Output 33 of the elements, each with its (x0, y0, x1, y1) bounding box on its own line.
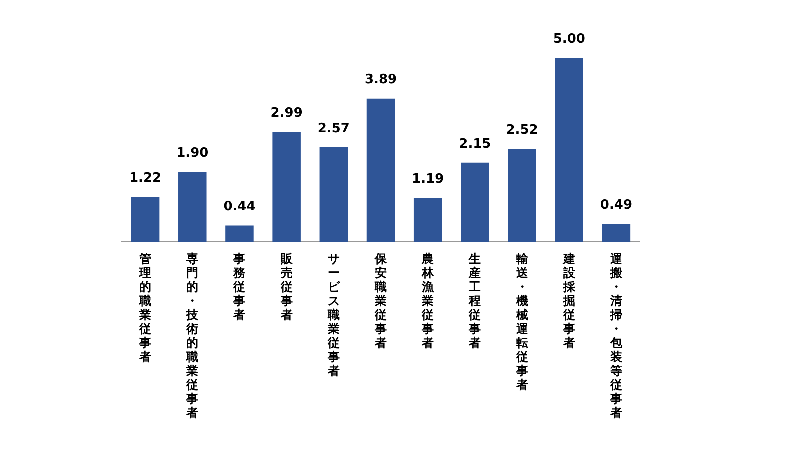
data-label: 5.00 (553, 32, 586, 47)
x-tick-label: 事務従事者 (234, 252, 246, 322)
data-label: 0.44 (224, 200, 256, 215)
data-label: 2.57 (318, 121, 350, 136)
x-tick-label: 農林漁業従事者 (422, 252, 434, 350)
bar (272, 132, 301, 242)
data-label: 2.15 (459, 136, 492, 152)
bar (414, 198, 442, 242)
bar (461, 162, 490, 242)
category-label: サービス職業従事者 (328, 252, 340, 378)
category-label: 輸送・機械運転従事者 (516, 252, 528, 392)
data-label: 3.89 (364, 72, 398, 88)
data-label: 1.90 (176, 146, 209, 161)
bar (178, 172, 207, 242)
x-tick-label: 管理的職業従事者 (140, 252, 152, 364)
category-label: 運搬・清掃・包装等従事者 (610, 252, 622, 420)
x-tick-label: 建設採掘従事者 (563, 252, 576, 350)
bar (320, 147, 348, 242)
x-tick-label: 販売従事者 (280, 252, 293, 322)
data-label: 2.99 (270, 106, 303, 121)
bar (508, 149, 536, 242)
bar (131, 197, 160, 242)
data-label: 1.22 (130, 170, 162, 186)
bar (366, 98, 396, 242)
data-label: 2.52 (506, 123, 538, 138)
data-label: 1.19 (412, 172, 444, 188)
category-label: 専門的・技術的職業従事者 (186, 252, 199, 420)
bar (602, 224, 631, 242)
bar (555, 58, 584, 242)
data-label: 0.49 (600, 198, 632, 213)
bar (226, 226, 254, 242)
x-tick-label: 保安職業従事者 (375, 252, 387, 350)
x-tick-label: 生産工程従事者 (469, 252, 482, 350)
